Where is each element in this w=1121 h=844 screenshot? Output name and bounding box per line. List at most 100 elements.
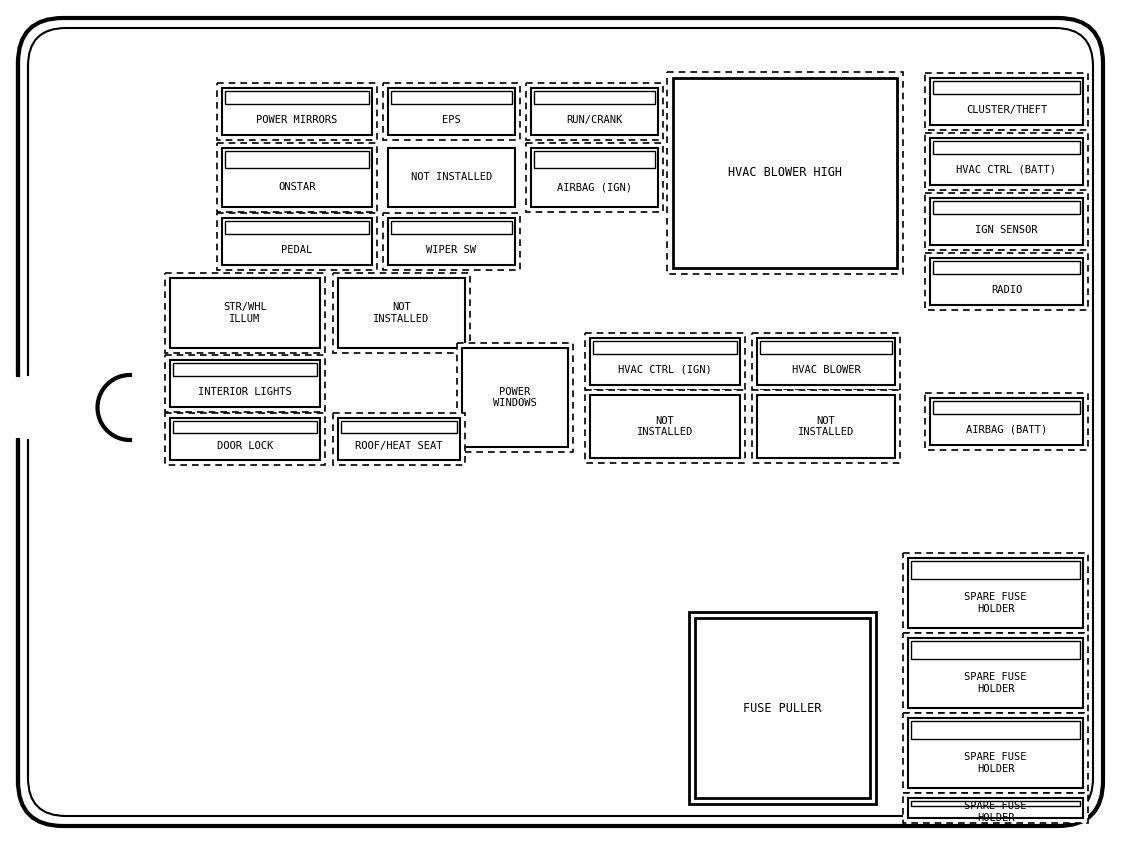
Bar xyxy=(333,413,465,465)
Bar xyxy=(383,213,520,270)
Bar xyxy=(222,218,372,265)
Bar xyxy=(531,88,658,135)
Bar xyxy=(593,341,736,354)
Text: STR/WHL
ILLUM: STR/WHL ILLUM xyxy=(223,302,267,324)
Text: RUN/CRANK: RUN/CRANK xyxy=(566,115,622,125)
Bar xyxy=(930,398,1083,445)
Text: IGN SENSOR: IGN SENSOR xyxy=(975,225,1038,235)
Bar xyxy=(339,278,465,348)
Bar xyxy=(673,78,897,268)
Bar xyxy=(695,618,870,798)
Bar xyxy=(908,638,1083,708)
Text: EPS: EPS xyxy=(442,115,461,125)
Text: HVAC BLOWER HIGH: HVAC BLOWER HIGH xyxy=(728,166,842,180)
Bar xyxy=(752,333,900,390)
Bar xyxy=(165,273,325,353)
Text: SPARE FUSE
HOLDER: SPARE FUSE HOLDER xyxy=(964,673,1027,694)
Bar xyxy=(590,395,740,458)
Bar xyxy=(534,91,655,104)
Text: FUSE PULLER: FUSE PULLER xyxy=(743,701,822,715)
Bar xyxy=(925,253,1088,310)
Text: CLUSTER/THEFT: CLUSTER/THEFT xyxy=(966,105,1047,115)
Bar xyxy=(0,375,155,440)
Bar xyxy=(904,793,1088,823)
Bar xyxy=(534,151,655,167)
FancyBboxPatch shape xyxy=(18,18,1103,826)
Bar xyxy=(752,390,900,463)
Bar xyxy=(933,401,1080,414)
Bar xyxy=(908,718,1083,788)
Text: POWER
WINDOWS: POWER WINDOWS xyxy=(493,387,537,408)
FancyBboxPatch shape xyxy=(28,28,1093,816)
Bar xyxy=(757,338,895,385)
Bar xyxy=(689,612,876,804)
Bar xyxy=(222,88,372,135)
Bar xyxy=(165,413,325,465)
Bar xyxy=(925,133,1088,190)
Bar xyxy=(911,721,1080,738)
Bar xyxy=(933,81,1080,95)
Bar xyxy=(333,273,470,353)
Text: NOT
INSTALLED: NOT INSTALLED xyxy=(637,416,693,437)
Bar xyxy=(933,141,1080,154)
Text: ROOF/HEAT SEAT: ROOF/HEAT SEAT xyxy=(355,441,443,452)
Bar xyxy=(911,641,1080,658)
Bar xyxy=(908,798,1083,818)
Bar xyxy=(930,258,1083,305)
Text: NOT INSTALLED: NOT INSTALLED xyxy=(411,172,492,182)
Bar xyxy=(930,78,1083,125)
Bar xyxy=(904,633,1088,713)
Bar xyxy=(908,558,1083,628)
Bar xyxy=(388,148,515,207)
Text: HVAC CTRL (IGN): HVAC CTRL (IGN) xyxy=(618,365,712,375)
Bar xyxy=(911,561,1080,578)
Bar xyxy=(341,421,457,433)
Text: INTERIOR LIGHTS: INTERIOR LIGHTS xyxy=(198,387,291,397)
Bar xyxy=(457,343,573,452)
Text: SPARE FUSE
HOLDER: SPARE FUSE HOLDER xyxy=(964,592,1027,614)
Bar xyxy=(911,801,1080,806)
Bar xyxy=(225,91,369,104)
Bar xyxy=(173,421,317,433)
Bar xyxy=(526,83,663,140)
Text: ONSTAR: ONSTAR xyxy=(278,182,316,192)
Bar xyxy=(590,338,740,385)
Bar xyxy=(165,355,325,412)
Bar xyxy=(170,360,319,407)
Bar xyxy=(904,713,1088,793)
Bar xyxy=(170,418,319,460)
Text: AIRBAG (IGN): AIRBAG (IGN) xyxy=(557,182,632,192)
Bar xyxy=(391,91,512,104)
Bar xyxy=(930,138,1083,185)
Bar xyxy=(925,193,1088,250)
Bar xyxy=(383,83,520,140)
Bar xyxy=(173,363,317,376)
Text: SPARE FUSE
HOLDER: SPARE FUSE HOLDER xyxy=(964,801,1027,823)
Bar xyxy=(225,221,369,234)
Bar xyxy=(391,221,512,234)
Bar xyxy=(904,553,1088,633)
Bar xyxy=(933,201,1080,214)
Text: DOOR LOCK: DOOR LOCK xyxy=(216,441,274,452)
Bar xyxy=(925,73,1088,130)
Bar xyxy=(925,393,1088,450)
Bar xyxy=(760,341,892,354)
Bar xyxy=(339,418,460,460)
Text: WIPER SW: WIPER SW xyxy=(426,245,476,255)
Text: NOT
INSTALLED: NOT INSTALLED xyxy=(798,416,854,437)
Bar xyxy=(462,348,568,447)
Bar xyxy=(217,143,377,212)
Text: POWER MIRRORS: POWER MIRRORS xyxy=(257,115,337,125)
Bar xyxy=(217,213,377,270)
Bar xyxy=(585,390,745,463)
Text: HVAC BLOWER: HVAC BLOWER xyxy=(791,365,861,375)
Text: AIRBAG (BATT): AIRBAG (BATT) xyxy=(966,425,1047,435)
Bar xyxy=(222,148,372,207)
Bar xyxy=(388,218,515,265)
Bar xyxy=(667,72,904,274)
Bar xyxy=(933,261,1080,274)
Text: SPARE FUSE
HOLDER: SPARE FUSE HOLDER xyxy=(964,753,1027,774)
Text: NOT
INSTALLED: NOT INSTALLED xyxy=(373,302,429,324)
Text: RADIO: RADIO xyxy=(991,284,1022,295)
Bar xyxy=(217,83,377,140)
